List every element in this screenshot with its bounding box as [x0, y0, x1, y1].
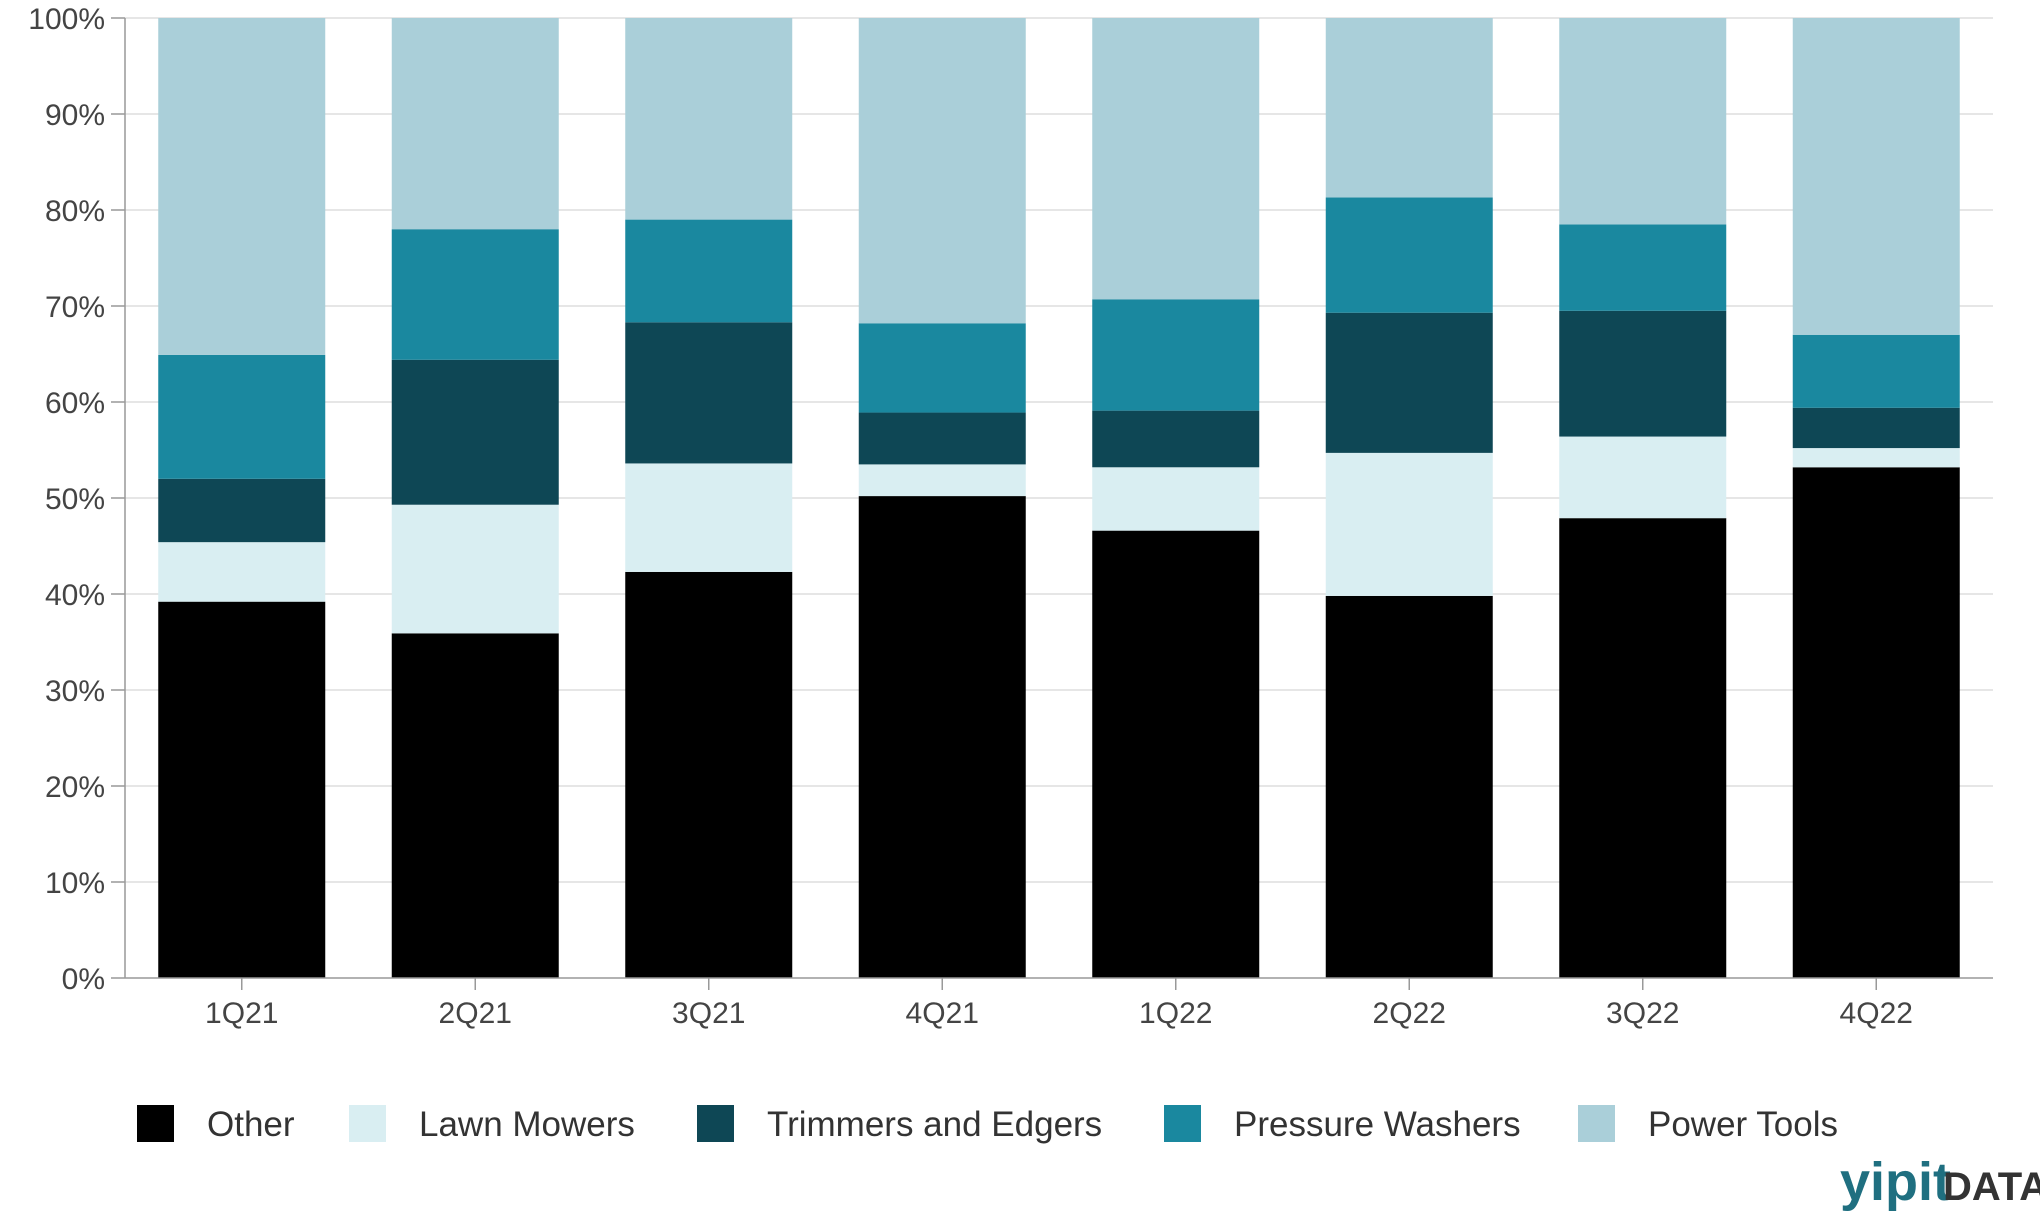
y-tick-label: 60%: [45, 387, 105, 420]
bar-2q21-lawn-mowers: [391, 504, 559, 634]
x-tick-label: 2Q22: [1373, 997, 1446, 1030]
y-tick-label: 90%: [45, 99, 105, 132]
y-tick-label: 70%: [45, 291, 105, 324]
y-tick-label: 40%: [45, 579, 105, 612]
x-tick-label: 4Q22: [1840, 997, 1913, 1030]
bar-2q21-trimmers-and-edgers: [391, 359, 559, 505]
bar-1q21-trimmers-and-edgers: [158, 478, 326, 543]
bar-4q21-other: [858, 496, 1026, 978]
bar-1q21-other: [158, 601, 326, 978]
legend-label: Trimmers and Edgers: [767, 1105, 1102, 1144]
bar-1q22-lawn-mowers: [1092, 467, 1260, 531]
legend-swatch: [1164, 1105, 1201, 1142]
brand-logo: yipit DATA: [1840, 1152, 2040, 1212]
bar-1q21-power-tools: [158, 18, 326, 355]
y-tick-label: 0%: [62, 963, 105, 996]
bar-2q22-trimmers-and-edgers: [1325, 312, 1493, 453]
y-tick-label: 10%: [45, 867, 105, 900]
bar-2q22-lawn-mowers: [1325, 452, 1493, 596]
legend: Other Lawn Mowers Trimmers and Edgers Press…: [137, 1105, 1838, 1144]
legend-label: Power Tools: [1648, 1105, 1838, 1144]
axes: 0% 10% 20% 30% 40% 50% 60% 70% 80% 90% 100% 1Q21 2Q2…: [28, 3, 1993, 1030]
x-tick-label: 1Q21: [205, 997, 278, 1030]
bar-3q21-power-tools: [625, 18, 793, 220]
bar-4q22-pressure-washers: [1792, 334, 1960, 408]
y-tick-label: 30%: [45, 675, 105, 708]
bar-3q22-pressure-washers: [1559, 224, 1727, 311]
legend-item: Power Tools: [1578, 1105, 1838, 1144]
x-tick-label: 1Q22: [1139, 997, 1212, 1030]
bar-2q21-pressure-washers: [391, 229, 559, 360]
x-tick-label: 2Q21: [439, 997, 512, 1030]
bar-3q21-lawn-mowers: [625, 463, 793, 572]
y-tick-label: 20%: [45, 771, 105, 804]
brand-logo-main: yipit: [1840, 1152, 1951, 1212]
brand-logo-sub: DATA: [1943, 1165, 2040, 1209]
bar-3q22-lawn-mowers: [1559, 436, 1727, 519]
legend-item: Other: [137, 1105, 295, 1144]
bar-1q21-pressure-washers: [158, 354, 326, 479]
bar-1q22-pressure-washers: [1092, 299, 1260, 411]
legend-swatch: [137, 1105, 174, 1142]
x-tick-label: 3Q22: [1606, 997, 1679, 1030]
x-tick-label: 3Q21: [672, 997, 745, 1030]
bar-4q22-lawn-mowers: [1792, 448, 1960, 468]
bar-3q21-trimmers-and-edgers: [625, 322, 793, 464]
bar-1q22-other: [1092, 530, 1260, 978]
bar-3q21-other: [625, 571, 793, 978]
legend-swatch: [349, 1105, 386, 1142]
legend-item: Trimmers and Edgers: [697, 1105, 1102, 1144]
bar-2q22-pressure-washers: [1325, 197, 1493, 313]
bars: [158, 18, 1960, 978]
bar-4q22-other: [1792, 467, 1960, 978]
bar-2q22-other: [1325, 595, 1493, 978]
bar-1q22-power-tools: [1092, 18, 1260, 300]
bar-4q21-trimmers-and-edgers: [858, 412, 1026, 465]
bar-4q21-lawn-mowers: [858, 464, 1026, 497]
legend-item: Lawn Mowers: [349, 1105, 635, 1144]
bar-2q21-power-tools: [391, 18, 559, 230]
bar-1q21-lawn-mowers: [158, 542, 326, 602]
legend-label: Other: [207, 1105, 295, 1144]
bar-3q22-other: [1559, 518, 1727, 978]
y-tick-label: 50%: [45, 483, 105, 516]
legend-swatch: [697, 1105, 734, 1142]
bar-2q21-other: [391, 633, 559, 978]
bar-4q22-trimmers-and-edgers: [1792, 407, 1960, 449]
bar-4q22-power-tools: [1792, 18, 1960, 335]
x-tick-label: 4Q21: [906, 997, 979, 1030]
y-tick-label: 100%: [28, 3, 105, 36]
bar-2q22-power-tools: [1325, 18, 1493, 198]
bar-4q21-pressure-washers: [858, 323, 1026, 413]
bar-3q22-power-tools: [1559, 18, 1727, 225]
legend-item: Pressure Washers: [1164, 1105, 1521, 1144]
legend-label: Pressure Washers: [1234, 1105, 1521, 1144]
bar-3q22-trimmers-and-edgers: [1559, 310, 1727, 437]
legend-swatch: [1578, 1105, 1615, 1142]
bar-1q22-trimmers-and-edgers: [1092, 410, 1260, 468]
bar-4q21-power-tools: [858, 18, 1026, 324]
bar-3q21-pressure-washers: [625, 219, 793, 323]
legend-label: Lawn Mowers: [419, 1105, 635, 1144]
y-tick-label: 80%: [45, 195, 105, 228]
